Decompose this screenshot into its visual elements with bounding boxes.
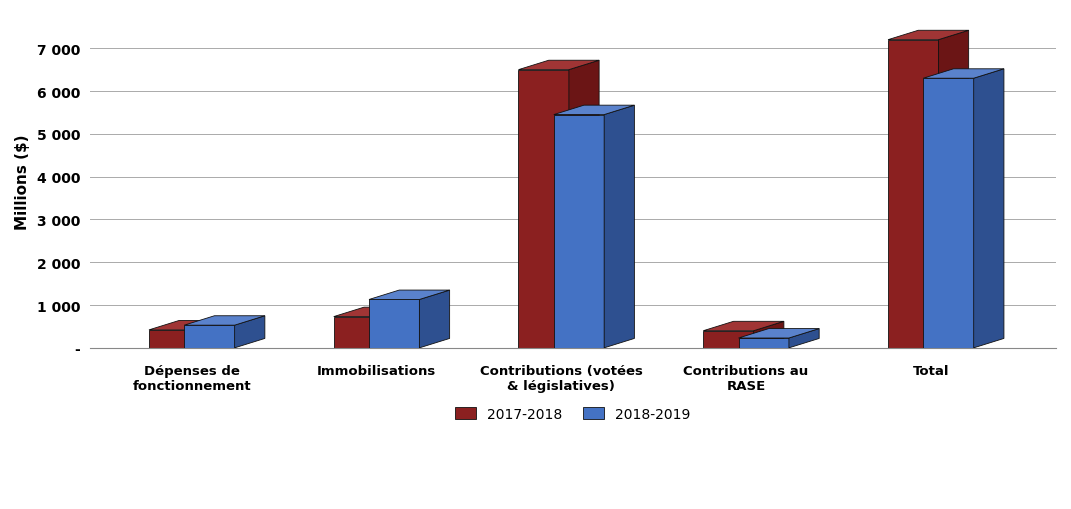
Polygon shape xyxy=(704,322,784,331)
Polygon shape xyxy=(384,307,414,348)
Polygon shape xyxy=(518,71,569,348)
Polygon shape xyxy=(334,317,384,348)
Polygon shape xyxy=(420,291,450,348)
Polygon shape xyxy=(199,321,229,348)
Polygon shape xyxy=(518,61,599,71)
Polygon shape xyxy=(369,300,420,348)
Polygon shape xyxy=(739,329,819,338)
Polygon shape xyxy=(149,330,199,348)
Polygon shape xyxy=(554,116,604,348)
Polygon shape xyxy=(184,316,265,326)
Polygon shape xyxy=(789,329,819,348)
Polygon shape xyxy=(569,61,599,348)
Polygon shape xyxy=(334,307,414,317)
Polygon shape xyxy=(923,70,1004,79)
Polygon shape xyxy=(554,106,634,116)
Polygon shape xyxy=(369,291,450,300)
Polygon shape xyxy=(923,79,974,348)
Y-axis label: Millions ($): Millions ($) xyxy=(15,134,30,229)
Polygon shape xyxy=(974,70,1004,348)
Polygon shape xyxy=(604,106,634,348)
Legend: 2017-2018, 2018-2019: 2017-2018, 2018-2019 xyxy=(449,400,697,428)
Polygon shape xyxy=(938,31,968,348)
Polygon shape xyxy=(754,322,784,348)
Polygon shape xyxy=(739,338,789,348)
Polygon shape xyxy=(888,31,968,41)
Polygon shape xyxy=(235,316,265,348)
Polygon shape xyxy=(888,41,938,348)
Polygon shape xyxy=(184,326,235,348)
Polygon shape xyxy=(149,321,229,330)
Polygon shape xyxy=(704,331,754,348)
